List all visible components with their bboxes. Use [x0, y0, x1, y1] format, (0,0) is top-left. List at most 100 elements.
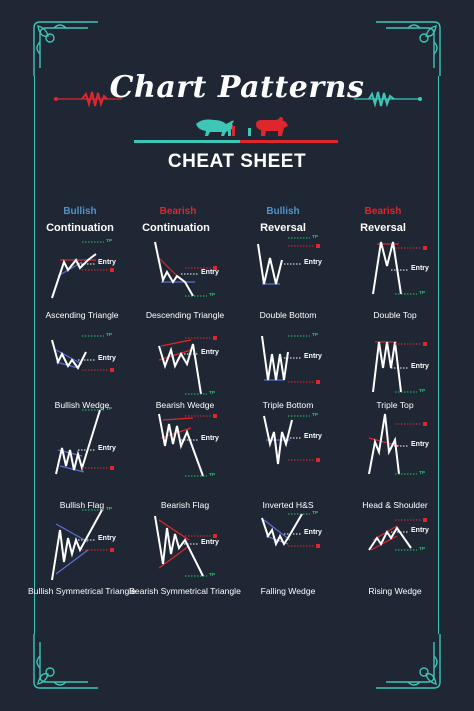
- pattern-name: Bearish Wedge: [155, 400, 215, 410]
- pattern-name: Triple Top: [376, 400, 414, 410]
- take-profit-label: TP: [419, 291, 426, 296]
- take-profit-label: TP: [106, 507, 113, 512]
- pattern-sketch: Entry TP: [325, 232, 441, 312]
- trend-line: [55, 349, 83, 365]
- pattern-name: Double Top: [373, 310, 417, 320]
- stop-loss-marker: [110, 268, 114, 272]
- column-header-bias: Bearish: [159, 206, 197, 217]
- pattern-name: Inverted H&S: [262, 500, 314, 510]
- wave-ornament-icon: [54, 91, 122, 108]
- column-header-type: Continuation: [46, 222, 114, 234]
- entry-label: Entry: [411, 441, 429, 448]
- trend-line: [158, 545, 190, 569]
- pattern-sketch: Entry TP: [12, 507, 128, 590]
- trend-line: [368, 437, 400, 447]
- entry-label: Entry: [304, 259, 322, 266]
- price-line: [158, 413, 204, 477]
- pattern-sketch: Entry TP: [218, 410, 334, 490]
- divider-teal: [134, 140, 240, 143]
- entry-label: Entry: [201, 349, 219, 356]
- pattern-sketch: Entry TP: [325, 510, 441, 590]
- pattern-sketch: Entry TP: [115, 510, 231, 590]
- stop-loss-marker: [213, 414, 217, 418]
- take-profit-label: TP: [312, 333, 319, 338]
- entry-label: Entry: [201, 435, 219, 442]
- entry-label: Entry: [98, 535, 116, 542]
- column-header-type: Reversal: [360, 222, 406, 234]
- pattern-name: Head & Shoulder: [362, 500, 428, 510]
- take-profit-label: TP: [209, 391, 216, 396]
- price-line: [55, 409, 101, 475]
- entry-label: Entry: [411, 265, 429, 272]
- trend-line: [160, 339, 192, 347]
- take-profit-label: TP: [209, 573, 216, 578]
- page-title: Chart Patterns: [109, 70, 365, 105]
- pattern-name: Falling Wedge: [260, 586, 316, 596]
- stop-loss-marker: [423, 246, 427, 250]
- entry-label: Entry: [411, 527, 429, 534]
- price-line: [154, 241, 194, 297]
- stop-loss-marker: [423, 518, 427, 522]
- price-line: [261, 513, 303, 547]
- column-header-bias: Bullish: [266, 206, 300, 217]
- price-line: [51, 253, 97, 299]
- page-subtitle: CHEAT SHEET: [167, 151, 307, 172]
- trend-line: [158, 519, 190, 541]
- wave-ornament-icon: [354, 91, 422, 108]
- corner-ornament-icon: [376, 21, 441, 76]
- entry-label: Entry: [98, 259, 116, 266]
- stop-loss-marker: [316, 544, 320, 548]
- pattern-name: Bullish Symmetrical Triangle: [28, 586, 136, 596]
- column-header-type: Reversal: [260, 222, 306, 234]
- trend-line: [59, 465, 85, 473]
- stop-loss-marker: [316, 380, 320, 384]
- trend-line: [158, 349, 192, 361]
- pattern-sketch: Entry TP: [115, 410, 231, 490]
- price-line: [51, 339, 87, 370]
- entry-label: Entry: [98, 445, 116, 452]
- price-line: [372, 241, 402, 295]
- price-line: [372, 341, 402, 393]
- take-profit-label: TP: [419, 547, 426, 552]
- pattern-sketch: Entry TP: [325, 330, 441, 410]
- entry-label: Entry: [304, 353, 322, 360]
- price-line: [154, 515, 204, 577]
- entry-label: Entry: [304, 433, 322, 440]
- pattern-sketch: Entry TP: [12, 407, 128, 490]
- stop-loss-marker: [316, 458, 320, 462]
- stop-loss-marker: [110, 466, 114, 470]
- right-border-rule: [438, 76, 440, 634]
- take-profit-label: TP: [312, 511, 319, 516]
- price-line: [158, 343, 202, 395]
- entry-label: Entry: [201, 539, 219, 546]
- take-profit-label: TP: [106, 407, 113, 412]
- take-profit-label: TP: [209, 293, 216, 298]
- stop-loss-marker: [213, 266, 217, 270]
- pattern-sketch: Entry TP: [218, 510, 334, 590]
- pattern-sketch: Entry TP: [325, 410, 441, 490]
- trend-line: [55, 523, 89, 543]
- pattern-name: Triple Bottom: [262, 400, 314, 410]
- pattern-name: Bearish Flag: [160, 500, 210, 510]
- stop-loss-marker: [423, 342, 427, 346]
- bear-icon: [248, 117, 288, 136]
- pattern-name: Ascending Triangle: [45, 310, 119, 320]
- stop-loss-marker: [423, 422, 427, 426]
- left-border-rule: [34, 76, 36, 634]
- pattern-sketch: Entry TP: [12, 330, 128, 410]
- entry-label: Entry: [98, 355, 116, 362]
- pattern-name: Double Bottom: [259, 310, 317, 320]
- pattern-sketch: Entry TP: [12, 232, 128, 312]
- pattern-name: Bullish Flag: [59, 500, 105, 510]
- stop-loss-marker: [110, 548, 114, 552]
- stop-loss-marker: [316, 244, 320, 248]
- trend-line: [370, 535, 398, 551]
- stop-loss-marker: [213, 534, 217, 538]
- column-header-type: Continuation: [142, 222, 210, 234]
- corner-ornament-icon: [376, 634, 441, 689]
- price-line: [263, 415, 293, 465]
- price-line: [51, 509, 103, 581]
- pattern-sketch: Entry TP: [218, 330, 334, 410]
- price-line: [261, 335, 289, 381]
